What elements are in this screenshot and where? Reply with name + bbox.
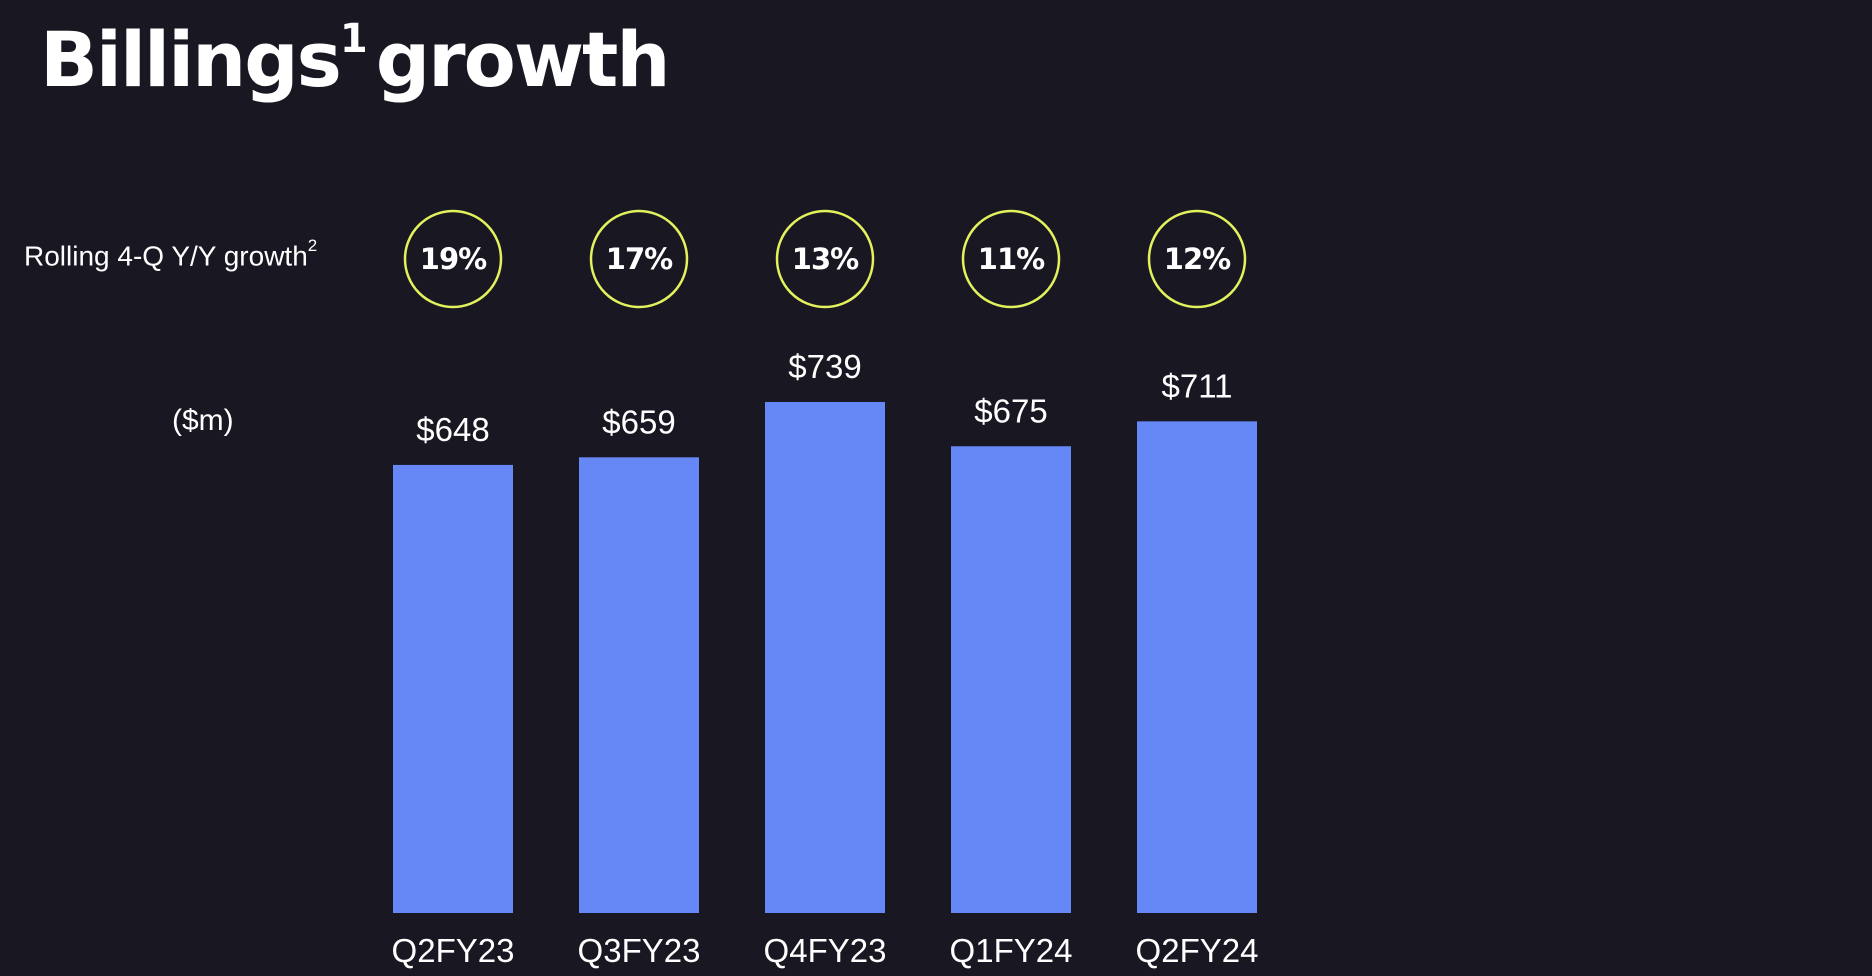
growth-circle-q3fy23 (589, 209, 689, 309)
bar-q4fy23 (765, 402, 885, 913)
page-title: Billings1 growth (40, 15, 671, 104)
value-label-q1fy24: $675 (974, 392, 1047, 429)
x-tick-label-q1fy24: Q1FY24 (950, 932, 1073, 969)
title-suffix: growth (375, 15, 671, 104)
growth-label-q2fy23: 19% (420, 242, 487, 276)
title-footnote-marker: 1 (339, 15, 368, 62)
value-label-q4fy23: $739 (788, 348, 861, 385)
value-label-q2fy24: $711 (1162, 367, 1233, 404)
growth-label-q2fy24: 12% (1164, 242, 1231, 276)
x-tick-label-q2fy24: Q2FY24 (1136, 932, 1259, 969)
growth-label-q1fy24: 11% (978, 242, 1045, 276)
growth-circle-q1fy24 (961, 209, 1061, 309)
x-tick-label-q4fy23: Q4FY23 (764, 932, 887, 969)
growth-row-label-text: Rolling 4-Q Y/Y growth (24, 240, 308, 272)
bar-q1fy24 (951, 446, 1071, 913)
growth-circle-q2fy23 (403, 209, 503, 309)
bar-q2fy24 (1137, 421, 1257, 913)
units-label: ($m) (172, 404, 234, 437)
growth-row-footnote-marker: 2 (307, 236, 318, 255)
growth-circle-q2fy24 (1147, 209, 1247, 309)
bar-q3fy23 (579, 457, 699, 913)
growth-circle-q4fy23 (775, 209, 875, 309)
title-main: Billings (40, 15, 342, 104)
x-tick-label-q3fy23: Q3FY23 (578, 932, 701, 969)
bar-q2fy23 (393, 464, 513, 913)
value-label-q2fy23: $648 (416, 411, 489, 448)
growth-row-label: Rolling 4-Q Y/Y growth2 (24, 236, 317, 272)
growth-label-q4fy23: 13% (792, 242, 859, 276)
growth-label-q3fy23: 17% (606, 242, 673, 276)
x-tick-label-q2fy23: Q2FY23 (392, 932, 515, 969)
value-label-q3fy23: $659 (602, 403, 675, 440)
